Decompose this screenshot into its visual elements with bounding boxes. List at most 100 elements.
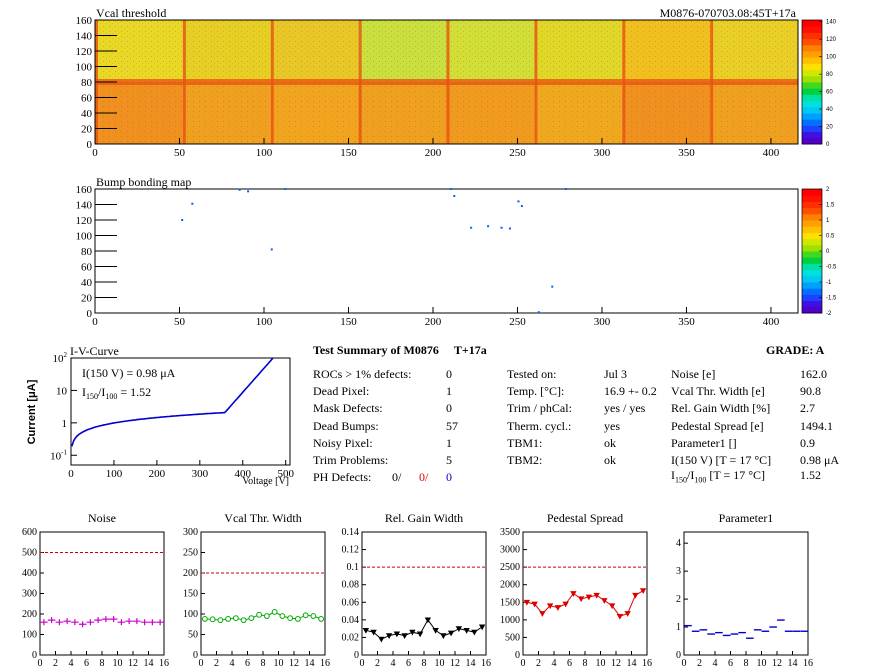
summary-chart-frame [683,531,809,656]
map-y-tick-label: 140 [76,31,93,43]
summary-chart-point [287,615,294,621]
map-y-tick-label: 20 [81,124,93,136]
summary-chart-y-tick-label: 0 [193,650,198,661]
palette-swatch [802,20,822,27]
summary-chart-y-tick-label: 0.04 [342,615,360,626]
summary-chart-x-tick-label: 0 [199,658,204,669]
summary-chart-y-tick-label: 0 [354,650,359,661]
summary-chart-x-tick-label: 10 [596,658,606,669]
summary-row-label: TBM1: [507,435,543,450]
summary-chart-x-tick-label: 8 [744,658,749,669]
vcal-map-title: Vcal threshold [96,6,166,20]
summary-chart-y-tick-label: 2000 [500,580,520,591]
palette-swatch [802,38,822,46]
vcal-chip-edge [270,82,274,144]
vcal-chip-edge [622,79,711,82]
summary-chart-point [424,617,432,624]
vcal-chip-edge [534,20,538,82]
summary-chart-y-tick-label: 1 [676,622,681,633]
bump-defect-point [470,226,473,229]
summary-chart-y-tick-label: 300 [183,527,198,538]
summary-chart-y-tick-label: 400 [22,568,37,579]
summary-chart-y-tick-label: 0.1 [347,562,360,573]
iv-x-tick-label: 500 [277,468,294,480]
map-y-tick-label: 160 [76,15,93,27]
palette-frame [801,19,823,145]
summary-chart-y-tick-label: 100 [183,609,198,620]
palette-swatch [802,88,822,95]
summary-chart-x-tick-label: 2 [697,658,702,669]
ratio-row-value: 1.52 [800,468,821,482]
summary-chart-point [318,616,325,622]
summary-chart-x-tick-label: 12 [289,658,299,669]
summary-chart-point [279,613,286,619]
ph-defects-label: PH Defects: [313,470,372,484]
summary-row-label: Trim / phCal: [507,401,572,416]
summary-chart-point [240,617,247,624]
summary-row-label: Noisy Pixel: [313,435,373,450]
map-y-tick-label: 40 [81,277,93,289]
summary-row-value: ok [604,453,616,467]
summary-chart-point [148,619,157,626]
map-y-tick-label: 20 [81,293,93,305]
summary-chart-y-tick-label: 600 [22,527,37,538]
vcal-chip-edge [534,79,623,82]
iv-x-tick-label: 100 [106,468,123,480]
summary-chart-point [133,618,141,625]
summary-row-value: 90.8 [800,384,821,399]
summary-chart-x-tick-label: 12 [772,658,782,669]
map-y-tick-label: 80 [81,246,93,258]
summary-chart-title: Parameter1 [719,511,774,525]
iv-ylabel: Current [μA] [26,379,38,444]
palette-swatch [802,244,822,252]
summary-chart-x-tick-label: 2 [53,658,58,669]
summary-row-value: 1 [446,384,452,399]
bump-map-title: Bump bonding map [96,175,191,189]
vcal-chip-grain [270,20,359,82]
summary-chart-point [478,624,486,631]
summary-row-label: I(150 V) [T = 17 °C] [671,453,772,467]
vcal-chip-edge [446,79,535,82]
vcal-chip-edge [182,82,271,85]
summary-chart-point [217,617,224,624]
summary-chart-point [55,619,64,626]
vcal-chip-edge [534,82,623,85]
summary-row-label: Dead Bumps: [313,418,379,433]
summary-row-value: ok [604,435,616,450]
vcal-chip-edge [270,79,359,82]
summary-chart-y-tick-label: 0.08 [342,580,360,591]
palette-swatch [802,106,822,114]
module-id-label: M0876-070703.08:45T+17a [660,6,797,20]
iv-y-tick-label: 10 [56,385,68,397]
map-x-tick-label: 200 [425,316,442,328]
summary-chart-point [310,613,317,619]
summary-chart-x-tick-label: 10 [113,658,123,669]
palette-label: 40 [826,107,833,113]
bump-defect-point [509,227,512,230]
summary-chart-point [562,601,569,608]
map-x-tick-label: 0 [92,147,98,159]
iv-ratio-text: I150/I100 = 1.52 [82,385,151,401]
summary-row-label: Temp. [°C]: [507,384,565,399]
summary-chart-point [225,616,232,622]
vcal-chip-grain [446,20,535,82]
summary-row-value: yes [604,418,620,433]
palette-label: 140 [826,20,837,26]
vcal-chip-grain [710,20,798,82]
summary-chart-point [47,617,56,624]
summary-row-label: ROCs > 1% defects: [313,367,412,381]
summary-chart-y-tick-label: 1000 [500,615,520,626]
palette-label: -0.5 [826,265,837,271]
summary-chart-y-tick-label: 2 [676,594,681,605]
summary-chart-series-line [365,618,483,640]
vcal-chip-edge [270,82,359,85]
vcal-map-axes: 0 50 100 150 200 250 300 350 400 0 20 40 60 80 100 120 1… [76,15,780,159]
palette-swatch [802,69,822,77]
summary-row-label: Parameter1 [] [671,435,737,450]
palette-label: 0 [826,142,830,148]
palette-swatch [802,220,822,227]
map-x-tick-label: 250 [509,316,526,328]
summary-chart-title: Pedestal Spread [547,511,623,525]
iv-curve-panel: I-V-Curve 0 100 200 300 400 500 10-1 1 10 102 I(1… [26,344,294,487]
palette-swatch [802,44,822,52]
